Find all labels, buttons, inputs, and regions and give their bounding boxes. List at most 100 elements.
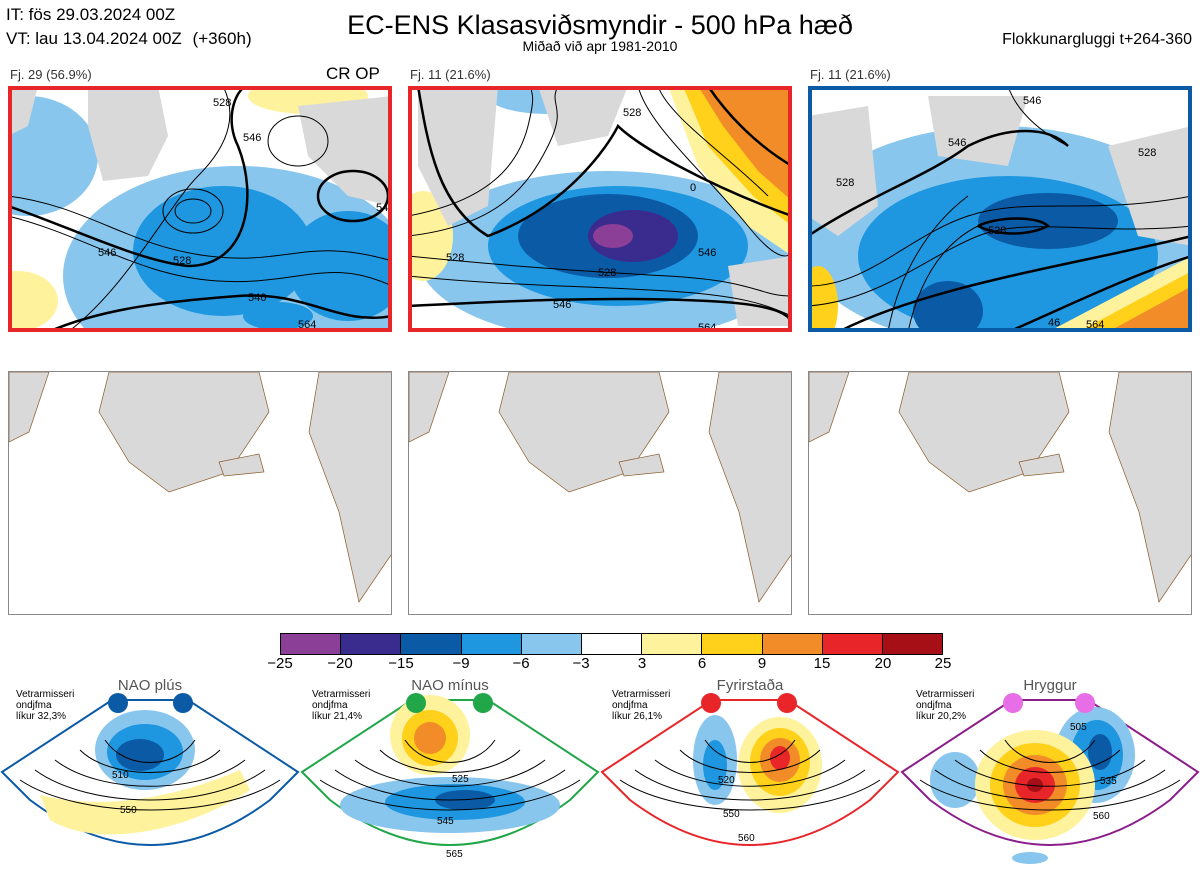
note-line: ondjfma	[312, 700, 348, 711]
cluster-2-label: Fj. 11 (21.6%)	[410, 67, 491, 82]
contour-label: 528	[598, 267, 616, 279]
contour-label: 546	[248, 292, 266, 304]
cluster-2-map: 528 546 546 528 564 0 528	[408, 86, 792, 332]
contour-label: 564	[1086, 319, 1104, 331]
note-line: Vetrarmisseri	[16, 689, 75, 700]
cluster-1-map: 546 528 546 546 528 546 564	[8, 86, 392, 332]
colorbar-segment	[581, 634, 643, 654]
contour-label: 546	[1023, 95, 1041, 107]
contour-label: 560	[1093, 811, 1110, 822]
empty-map-1	[8, 371, 392, 615]
colorbar-segment	[822, 634, 883, 654]
contour-label: 528	[446, 252, 464, 264]
colorbar-tick: 9	[757, 655, 767, 672]
contour-label: 528	[213, 97, 231, 109]
note-line: ondjfma	[16, 700, 52, 711]
contour-label: 565	[446, 849, 463, 860]
contour-label: 546	[553, 299, 571, 311]
note-line: Vetrarmisseri	[612, 689, 671, 700]
colorbar-segment	[341, 634, 402, 654]
cluster-3-label: Fj. 11 (21.6%)	[810, 67, 891, 82]
contour-label: 520	[718, 775, 735, 786]
contour-label: 528	[623, 107, 641, 119]
colorbar-tick: 15	[813, 655, 831, 672]
regime-4-marker-west	[1003, 693, 1023, 713]
contour-label: 546	[98, 247, 116, 259]
classification-window: Flokkunargluggi t+264-360	[1002, 31, 1192, 48]
note-line: Vetrarmisseri	[916, 689, 975, 700]
regime-3-marker-east	[777, 693, 797, 713]
regime-1-note: Vetrarmisseri ondjfma líkur 32,3%	[16, 689, 74, 722]
cluster-1-op-label: CR OP	[326, 64, 380, 83]
contour-label: 46	[1048, 317, 1060, 329]
regime-2-marker-west	[406, 693, 426, 713]
regime-1-marker-east	[173, 693, 193, 713]
colorbar-segment	[642, 634, 703, 654]
empty-map-3	[808, 371, 1192, 615]
contour-label: 510	[112, 770, 129, 781]
contour-label: 528	[1138, 147, 1156, 159]
init-time: IT: fös 29.03.2024 00Z	[6, 5, 176, 24]
note-line: líkur 26,1%	[612, 711, 663, 722]
contour-label: 535	[1100, 776, 1117, 787]
colorbar-tick: 3	[637, 655, 647, 672]
regime-2-marker-east	[473, 693, 493, 713]
contour-label: 560	[738, 833, 755, 844]
colorbar-tick: 6	[697, 655, 707, 672]
colorbar-tick: 25	[934, 655, 952, 672]
colorbar-segment	[762, 634, 823, 654]
regime-1-marker-west	[108, 693, 128, 713]
page-title: EC-ENS Klasasviðsmyndir - 500 hPa hæð	[347, 10, 853, 40]
contour-label: 528	[836, 177, 854, 189]
contour-label: 564	[698, 322, 716, 332]
empty-map-2	[408, 371, 792, 615]
note-line: ondjfma	[916, 700, 952, 711]
regime-3-map: 520 550 560	[600, 699, 900, 846]
contour-label: 546	[376, 202, 392, 214]
contour-label: 546	[948, 137, 966, 149]
regime-1-map: 510 550	[0, 699, 300, 846]
regime-3-title: Fyrirstaða	[716, 677, 784, 694]
contour-label: 525	[452, 774, 469, 785]
colorbar-tick: −6	[512, 655, 530, 672]
note-line: líkur 32,3%	[16, 711, 67, 722]
note-line: ondjfma	[612, 700, 648, 711]
note-line: Vetrarmisseri	[312, 689, 371, 700]
valid-time-text: VT: lau 13.04.2024 00Z	[6, 29, 182, 48]
regime-4-marker-east	[1075, 693, 1095, 713]
note-line: líkur 21,4%	[312, 711, 363, 722]
colorbar-tick: −25	[267, 655, 293, 672]
colorbar-segment	[461, 634, 522, 654]
contour-label: 545	[437, 816, 454, 827]
page-subtitle: Miðað við apr 1981-2010	[522, 38, 678, 54]
contour-label: 546	[698, 247, 716, 259]
valid-time: VT: lau 13.04.2024 00Z (+360h)	[6, 29, 252, 49]
colorbar-segment	[702, 634, 763, 654]
colorbar-tick: −3	[572, 655, 590, 672]
regime-3-note: Vetrarmisseri ondjfma líkur 26,1%	[612, 689, 670, 722]
regime-2-note: Vetrarmisseri ondjfma líkur 21,4%	[312, 689, 370, 722]
colorbar-tick: −15	[388, 655, 414, 672]
colorbar-segment	[882, 634, 943, 654]
contour-label: 564	[298, 319, 316, 331]
cluster-1-label: Fj. 29 (56.9%)	[10, 67, 92, 82]
lead-time: (+360h)	[192, 29, 252, 48]
colorbar-segment	[401, 634, 462, 654]
contour-label: 505	[1070, 722, 1087, 733]
colorbar-tick: −20	[327, 655, 353, 672]
contour-label: 528	[988, 225, 1006, 237]
contour-label: 528	[173, 255, 191, 267]
regime-2-map: 525 545 565	[300, 695, 600, 860]
regime-4-note: Vetrarmisseri ondjfma líkur 20,2%	[916, 689, 974, 722]
regime-4-map: 505 535 560	[900, 699, 1200, 864]
colorbar-segment	[281, 634, 342, 654]
colorbar-segment	[521, 634, 582, 654]
contour-label: 546	[243, 132, 261, 144]
colorbar-tick: 20	[874, 655, 892, 672]
cluster-3-map: 528 546 528 546 528 46 564	[808, 86, 1192, 332]
regime-3-marker-west	[701, 693, 721, 713]
note-line: líkur 20,2%	[916, 711, 967, 722]
contour-label: 0	[690, 182, 696, 194]
regime-4-title: Hryggur	[1023, 677, 1077, 694]
contour-label: 550	[120, 805, 137, 816]
